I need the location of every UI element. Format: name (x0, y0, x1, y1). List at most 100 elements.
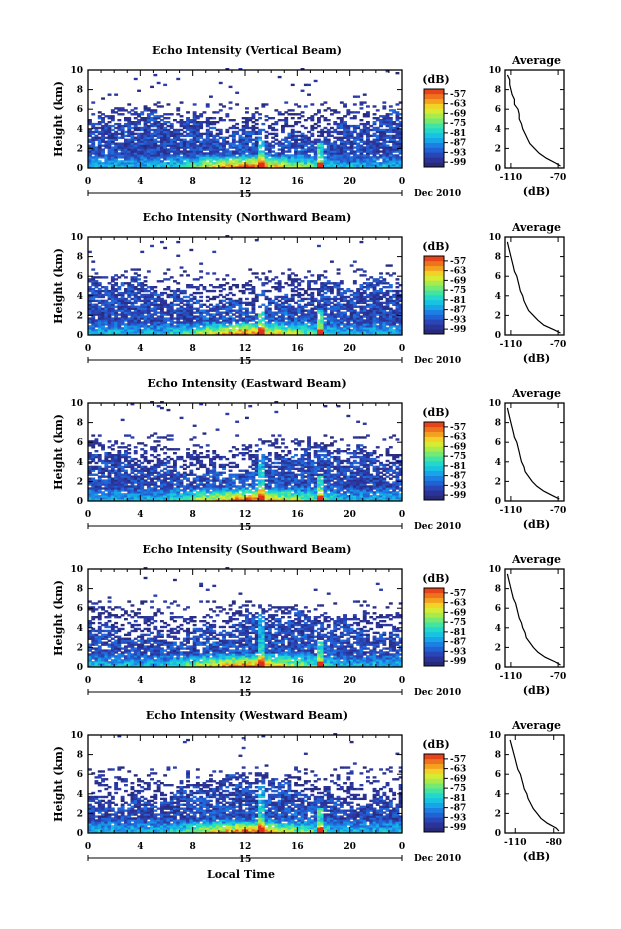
heatmap-cell (349, 311, 354, 314)
heatmap-cell (281, 154, 285, 157)
heatmap-cell (307, 140, 311, 143)
heatmap-cell (294, 309, 298, 312)
heatmap-cell (241, 117, 246, 120)
heatmap-cell (143, 317, 148, 320)
heatmap-cell (110, 156, 115, 159)
heatmap-cell (313, 327, 318, 330)
heatmap-cell (339, 313, 344, 316)
heatmap-cell (241, 150, 246, 153)
heatmap-cell (235, 319, 240, 322)
heatmap-cell (245, 325, 249, 328)
heatmap-cell (124, 317, 128, 320)
heatmap-cell (163, 321, 168, 324)
heatmap-cell (202, 315, 207, 318)
heatmap-cell (366, 303, 370, 306)
heatmap-cell (356, 132, 361, 136)
heatmap-cell (356, 146, 361, 149)
heatmap-cell (179, 331, 184, 334)
heatmap-cell (395, 130, 400, 134)
heatmap-cell (199, 315, 204, 318)
heatmap-cell (245, 119, 249, 122)
heatmap-cell (127, 329, 132, 332)
heatmap-cell (218, 166, 223, 169)
heatmap-cell (343, 291, 347, 295)
heatmap-cell (137, 289, 141, 293)
heatmap-cell (248, 132, 253, 136)
heatmap-cell (333, 284, 338, 287)
heatmap-cell (186, 152, 190, 155)
heatmap-cell (91, 282, 96, 285)
heatmap-cell (88, 307, 92, 310)
heatmap-cell (245, 111, 249, 114)
heatmap-cell (336, 331, 341, 334)
heatmap-cell (385, 321, 390, 324)
heatmap-cell (124, 117, 128, 120)
heatmap-cell (179, 140, 184, 143)
heatmap-cell (313, 305, 318, 308)
heatmap-cell (277, 305, 282, 308)
heatmap-cell (333, 299, 338, 303)
heatmap-cell (189, 327, 194, 330)
heatmap-cell (124, 319, 128, 322)
heatmap-cell (287, 327, 292, 330)
heatmap-cell (317, 299, 321, 303)
heatmap-cell (97, 154, 102, 157)
heatmap-cell (166, 303, 171, 306)
heatmap-cell (88, 132, 92, 136)
heatmap-cell (104, 317, 109, 320)
heatmap-cell (91, 158, 96, 161)
heatmap-cell (97, 311, 102, 314)
heatmap-cell (356, 313, 361, 316)
heatmap-cell (382, 148, 387, 151)
heatmap-cell (195, 307, 200, 310)
heatmap-cell (277, 154, 282, 157)
heatmap-cell (382, 107, 387, 110)
heatmap-cell (323, 284, 328, 287)
heatmap-cell (303, 126, 308, 130)
heatmap-cell (343, 105, 347, 108)
heatmap-cell (94, 276, 99, 279)
heatmap-cell (346, 130, 351, 134)
y-tick-label: 2 (77, 144, 83, 154)
heatmap-cell (117, 128, 122, 132)
heatmap-cell (297, 121, 302, 124)
heatmap-cell (310, 156, 315, 159)
heatmap-cell (254, 313, 259, 316)
heatmap-cell (146, 119, 151, 122)
heatmap-cell (392, 128, 397, 132)
heatmap-cell (352, 297, 357, 301)
heatmap-cell (176, 311, 181, 314)
heatmap-cell (254, 272, 259, 275)
heatmap-cell (352, 313, 357, 316)
heatmap-cell (231, 333, 236, 336)
heatmap-cell (225, 150, 230, 153)
heatmap-cell (192, 140, 197, 143)
heatmap-cell (326, 132, 331, 136)
heatmap-cell (248, 154, 253, 157)
heatmap-cell (323, 126, 328, 130)
heatmap-cell (385, 122, 390, 126)
heatmap-cell (264, 158, 269, 161)
heatmap-cell (127, 124, 132, 128)
heatmap-cell (320, 325, 325, 328)
heatmap-cell (323, 117, 328, 120)
heatmap-cell (261, 317, 266, 320)
heatmap-cell (359, 144, 364, 147)
heatmap-cell (186, 307, 190, 310)
heatmap-cell (395, 158, 400, 161)
heatmap-cell (94, 136, 99, 139)
heatmap-cell (366, 166, 370, 169)
heatmap-cell (225, 142, 230, 145)
heatmap-cell (176, 132, 181, 136)
heatmap-cell (114, 293, 119, 297)
heatmap-cell (231, 126, 236, 130)
heatmap-cell (297, 307, 302, 310)
heatmap-cell (366, 150, 370, 153)
heatmap-cell (297, 315, 302, 318)
heatmap-cell (294, 156, 298, 159)
heatmap-cell (94, 309, 99, 312)
heatmap-cell (153, 115, 158, 118)
heatmap-cell (231, 329, 236, 332)
heatmap-cell (375, 278, 380, 281)
heatmap-cell (333, 282, 338, 285)
